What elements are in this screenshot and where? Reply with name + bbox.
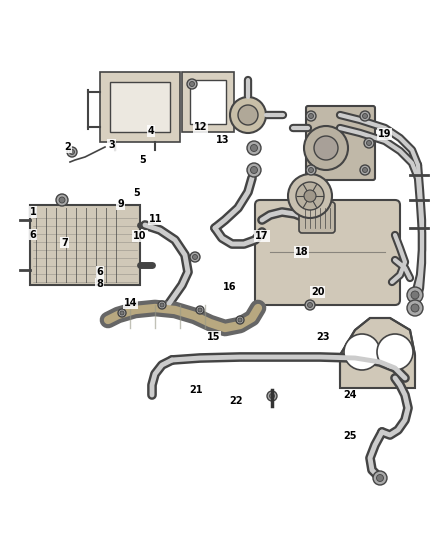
Circle shape xyxy=(377,334,413,370)
Circle shape xyxy=(411,304,419,312)
Circle shape xyxy=(160,303,164,307)
Circle shape xyxy=(373,471,387,485)
Text: 12: 12 xyxy=(194,122,207,132)
Circle shape xyxy=(238,105,258,125)
Circle shape xyxy=(407,287,423,303)
Circle shape xyxy=(377,474,384,481)
Text: 18: 18 xyxy=(294,247,308,256)
FancyBboxPatch shape xyxy=(306,106,375,180)
Circle shape xyxy=(238,318,242,322)
Text: 3: 3 xyxy=(108,140,115,150)
FancyBboxPatch shape xyxy=(299,202,335,233)
Text: 14: 14 xyxy=(124,298,137,308)
Polygon shape xyxy=(340,318,415,388)
Circle shape xyxy=(308,114,314,118)
Circle shape xyxy=(314,136,338,160)
Text: 1: 1 xyxy=(29,207,36,217)
FancyBboxPatch shape xyxy=(30,205,140,285)
Circle shape xyxy=(360,111,370,121)
Circle shape xyxy=(70,149,74,155)
Circle shape xyxy=(269,393,275,399)
Text: 8: 8 xyxy=(96,279,103,288)
Circle shape xyxy=(196,306,204,314)
Circle shape xyxy=(236,316,244,324)
Circle shape xyxy=(306,165,316,175)
Text: 16: 16 xyxy=(223,282,237,292)
FancyBboxPatch shape xyxy=(190,80,226,124)
Circle shape xyxy=(59,197,65,203)
Circle shape xyxy=(247,141,261,155)
Circle shape xyxy=(363,114,367,118)
Text: 10: 10 xyxy=(134,231,147,240)
Circle shape xyxy=(407,300,423,316)
FancyBboxPatch shape xyxy=(255,200,400,305)
Text: 9: 9 xyxy=(117,199,124,208)
Circle shape xyxy=(367,141,371,146)
Circle shape xyxy=(288,174,332,218)
Circle shape xyxy=(118,309,126,317)
Text: 20: 20 xyxy=(311,287,324,297)
Text: 25: 25 xyxy=(343,431,356,441)
Circle shape xyxy=(304,190,316,202)
Circle shape xyxy=(305,300,315,310)
Circle shape xyxy=(187,79,197,89)
FancyBboxPatch shape xyxy=(110,82,170,132)
Circle shape xyxy=(308,167,314,173)
Circle shape xyxy=(304,126,348,170)
Circle shape xyxy=(190,252,200,262)
Circle shape xyxy=(296,182,324,210)
Circle shape xyxy=(158,301,166,309)
Circle shape xyxy=(120,311,124,315)
Text: 6: 6 xyxy=(29,230,36,239)
Text: 15: 15 xyxy=(207,332,220,342)
Circle shape xyxy=(251,144,258,151)
Circle shape xyxy=(344,334,380,370)
Text: 6: 6 xyxy=(96,267,103,277)
Text: 17: 17 xyxy=(255,231,268,240)
Text: 21: 21 xyxy=(190,385,203,395)
Text: 22: 22 xyxy=(229,396,242,406)
Circle shape xyxy=(411,291,419,299)
FancyBboxPatch shape xyxy=(182,72,234,132)
Circle shape xyxy=(251,166,258,174)
Text: 4: 4 xyxy=(148,126,155,135)
Circle shape xyxy=(363,167,367,173)
Circle shape xyxy=(247,163,261,177)
Circle shape xyxy=(192,254,198,260)
FancyBboxPatch shape xyxy=(100,72,180,142)
Circle shape xyxy=(306,111,316,121)
Text: 24: 24 xyxy=(343,391,356,400)
Text: 5: 5 xyxy=(133,188,140,198)
Text: 23: 23 xyxy=(317,332,330,342)
Circle shape xyxy=(190,82,194,86)
Text: 5: 5 xyxy=(139,155,146,165)
Circle shape xyxy=(67,147,77,157)
Circle shape xyxy=(267,391,277,401)
Circle shape xyxy=(307,303,312,308)
Text: 19: 19 xyxy=(378,130,391,139)
Text: 13: 13 xyxy=(216,135,229,144)
Circle shape xyxy=(364,138,374,148)
Circle shape xyxy=(198,308,202,312)
Circle shape xyxy=(56,194,68,206)
Text: 11: 11 xyxy=(149,214,162,223)
Circle shape xyxy=(360,165,370,175)
Text: 2: 2 xyxy=(64,142,71,151)
Circle shape xyxy=(230,97,266,133)
Text: 7: 7 xyxy=(61,238,68,247)
